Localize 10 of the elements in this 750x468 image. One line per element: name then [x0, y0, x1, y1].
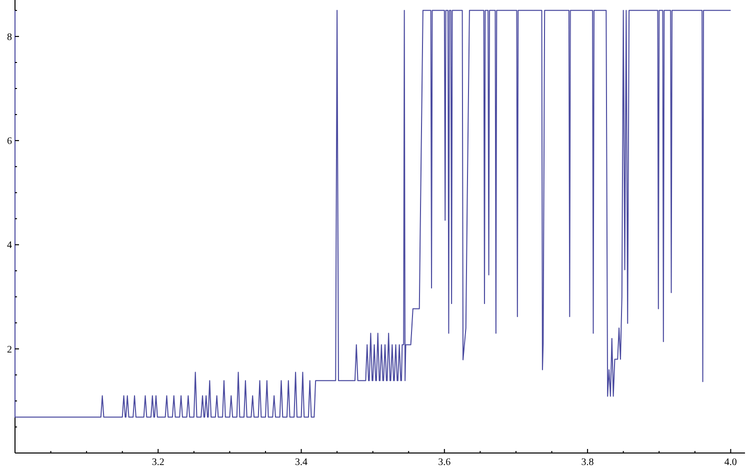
x-tick-label: 3.2 — [152, 457, 164, 468]
y-tick-label: 2 — [7, 344, 12, 356]
y-tick-label: 6 — [7, 136, 12, 148]
x-tick-label: 3.4 — [295, 457, 308, 468]
line-series — [14, 10, 732, 418]
y-tick-label: 4 — [7, 240, 12, 252]
y-tick-label: 8 — [7, 32, 12, 43]
x-tick-label: 4.0 — [724, 457, 737, 468]
x-tick-label: 3.6 — [438, 457, 451, 468]
x-tick-label: 3.8 — [581, 457, 594, 468]
